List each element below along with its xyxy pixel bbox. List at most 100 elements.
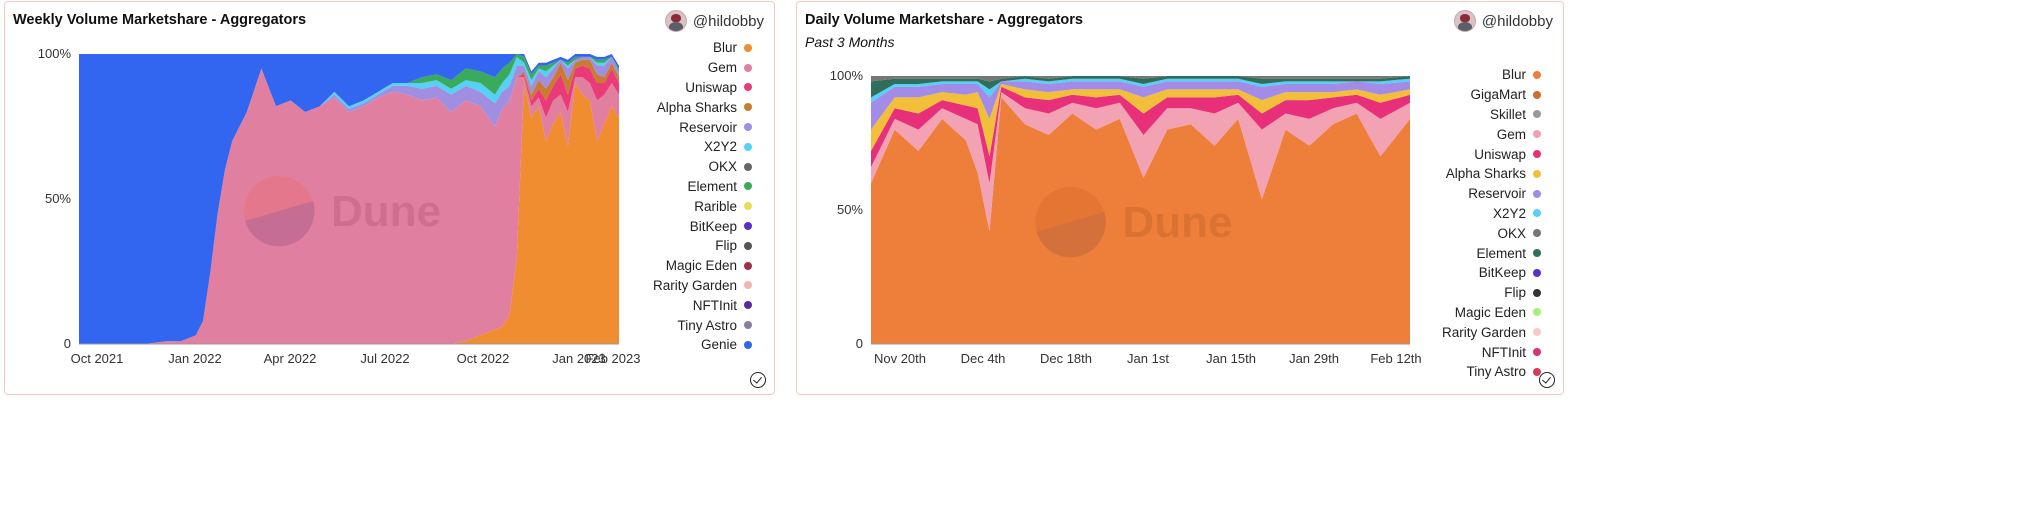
area-series-reservoir	[871, 81, 1410, 130]
area-series-uniswap	[79, 65, 619, 344]
legend-label: OKX	[708, 159, 737, 175]
legend-swatch	[744, 63, 752, 72]
x-tick-label: Dec 18th	[1040, 351, 1092, 366]
legend-label: X2Y2	[703, 139, 737, 155]
legend-item[interactable]: Reservoir	[1442, 184, 1541, 204]
legend-item[interactable]: Element	[1442, 243, 1541, 263]
x-tick-label: Oct 2022	[457, 351, 510, 366]
y-tick-label: 100%	[38, 46, 72, 61]
legend-label: Skillet	[1489, 106, 1526, 122]
legend-item[interactable]: NFTInit	[653, 295, 752, 315]
legend-label: Uniswap	[1474, 146, 1526, 162]
y-tick-label: 100%	[830, 68, 864, 83]
legend-swatch	[744, 83, 752, 92]
avatar	[1453, 10, 1476, 32]
legend-swatch	[744, 222, 752, 231]
legend-item[interactable]: Tiny Astro	[1442, 362, 1541, 382]
author-badge[interactable]: @hildobby	[664, 10, 764, 32]
legend-item[interactable]: X2Y2	[1442, 204, 1541, 224]
legend-label: Magic Eden	[665, 258, 737, 274]
legend-item[interactable]: Rarity Garden	[1442, 322, 1541, 342]
x-tick-label: Nov 20th	[874, 351, 926, 366]
watermark-text: Dune	[331, 187, 441, 236]
legend-label: Rarity Garden	[1441, 324, 1526, 340]
legend-swatch	[1533, 110, 1541, 119]
legend-swatch	[744, 301, 752, 310]
author-name: @hildobby	[692, 12, 764, 30]
area-series-group	[871, 76, 1410, 345]
legend-item[interactable]: Flip	[653, 236, 752, 256]
legend-item[interactable]: Tiny Astro	[653, 315, 752, 335]
legend-item[interactable]: GigaMart	[1442, 85, 1541, 105]
legend-item[interactable]: Blur	[653, 38, 752, 58]
legend-item[interactable]: Skillet	[1442, 105, 1541, 125]
legend-swatch	[744, 202, 752, 211]
legend-swatch	[1533, 90, 1541, 99]
legend-swatch	[744, 261, 752, 270]
legend-item[interactable]: Rarity Garden	[653, 276, 752, 296]
legend-label: Gem	[707, 60, 737, 76]
legend-swatch	[1533, 229, 1541, 238]
legend-item[interactable]: Gem	[653, 58, 752, 78]
author-badge[interactable]: @hildobby	[1453, 10, 1553, 32]
area-series-x2y2	[871, 78, 1410, 103]
legend-label: Alpha Sharks	[656, 99, 737, 115]
area-series-gem	[79, 68, 619, 344]
legend-label: Reservoir	[679, 119, 737, 135]
watermark-text: Dune	[1123, 198, 1233, 247]
y-tick-label: 50%	[837, 202, 863, 217]
legend-label: OKX	[1497, 225, 1526, 241]
legend-label: BitKeep	[689, 218, 737, 234]
author-name: @hildobby	[1481, 12, 1553, 30]
legend-swatch	[744, 182, 752, 191]
area-series-element	[871, 76, 1410, 98]
legend-swatch	[744, 103, 752, 112]
area-series-blur	[871, 97, 1410, 345]
area-series-uniswap	[871, 86, 1410, 184]
legend-item[interactable]: Rarible	[653, 196, 752, 216]
legend-item[interactable]: Blur	[1442, 65, 1541, 85]
daily-area-chart: 100% 50% 0 Dune Nov 20th Dec 4th Dec 18th Jan 1…	[830, 68, 1422, 366]
legend-swatch	[1533, 169, 1541, 178]
checkmark-icon[interactable]	[1539, 372, 1555, 388]
legend-item[interactable]: X2Y2	[653, 137, 752, 157]
checkmark-icon[interactable]	[750, 372, 766, 388]
legend-item[interactable]: BitKeep	[1442, 263, 1541, 283]
legend-item[interactable]: Magic Eden	[1442, 303, 1541, 323]
legend-item[interactable]: OKX	[653, 157, 752, 177]
legend-label: Rarible	[694, 198, 737, 214]
legend-label: Gem	[1496, 126, 1526, 142]
x-tick-label: Dec 4th	[961, 351, 1006, 366]
legend-swatch	[1533, 70, 1541, 79]
legend-swatch	[744, 241, 752, 250]
legend-item[interactable]: Element	[653, 177, 752, 197]
dune-logo-watermark: Dune	[1035, 187, 1233, 258]
legend-swatch	[744, 340, 752, 349]
legend-item[interactable]: Uniswap	[1442, 144, 1541, 164]
legend-item[interactable]: Magic Eden	[653, 256, 752, 276]
y-tick-label: 0	[856, 336, 863, 351]
legend-swatch	[744, 281, 752, 290]
legend-label: NFTInit	[692, 297, 737, 313]
legend-item[interactable]: Gem	[1442, 124, 1541, 144]
legend-label: Element	[687, 178, 737, 194]
legend-swatch	[744, 142, 752, 151]
legend-item[interactable]: Uniswap	[653, 78, 752, 98]
legend-swatch	[1533, 308, 1541, 317]
chart-legend: Blur GigaMart Skillet Gem Uniswap Alpha Shark…	[1442, 65, 1541, 382]
weekly-chart-panel: Weekly Volume Marketshare - Aggregators …	[4, 1, 775, 395]
legend-item[interactable]: Alpha Sharks	[1442, 164, 1541, 184]
legend-item[interactable]: BitKeep	[653, 216, 752, 236]
legend-item[interactable]: Genie	[653, 335, 752, 355]
area-series-genie	[79, 54, 619, 344]
legend-item[interactable]: Flip	[1442, 283, 1541, 303]
x-tick-label: Feb 2023	[586, 351, 641, 366]
legend-swatch	[744, 123, 752, 132]
legend-label: Magic Eden	[1454, 304, 1526, 320]
legend-item[interactable]: OKX	[1442, 223, 1541, 243]
legend-item[interactable]: Reservoir	[653, 117, 752, 137]
legend-item[interactable]: Alpha Sharks	[653, 97, 752, 117]
legend-item[interactable]: NFTInit	[1442, 342, 1541, 362]
legend-swatch	[1533, 348, 1541, 357]
y-tick-label: 0	[64, 336, 71, 351]
